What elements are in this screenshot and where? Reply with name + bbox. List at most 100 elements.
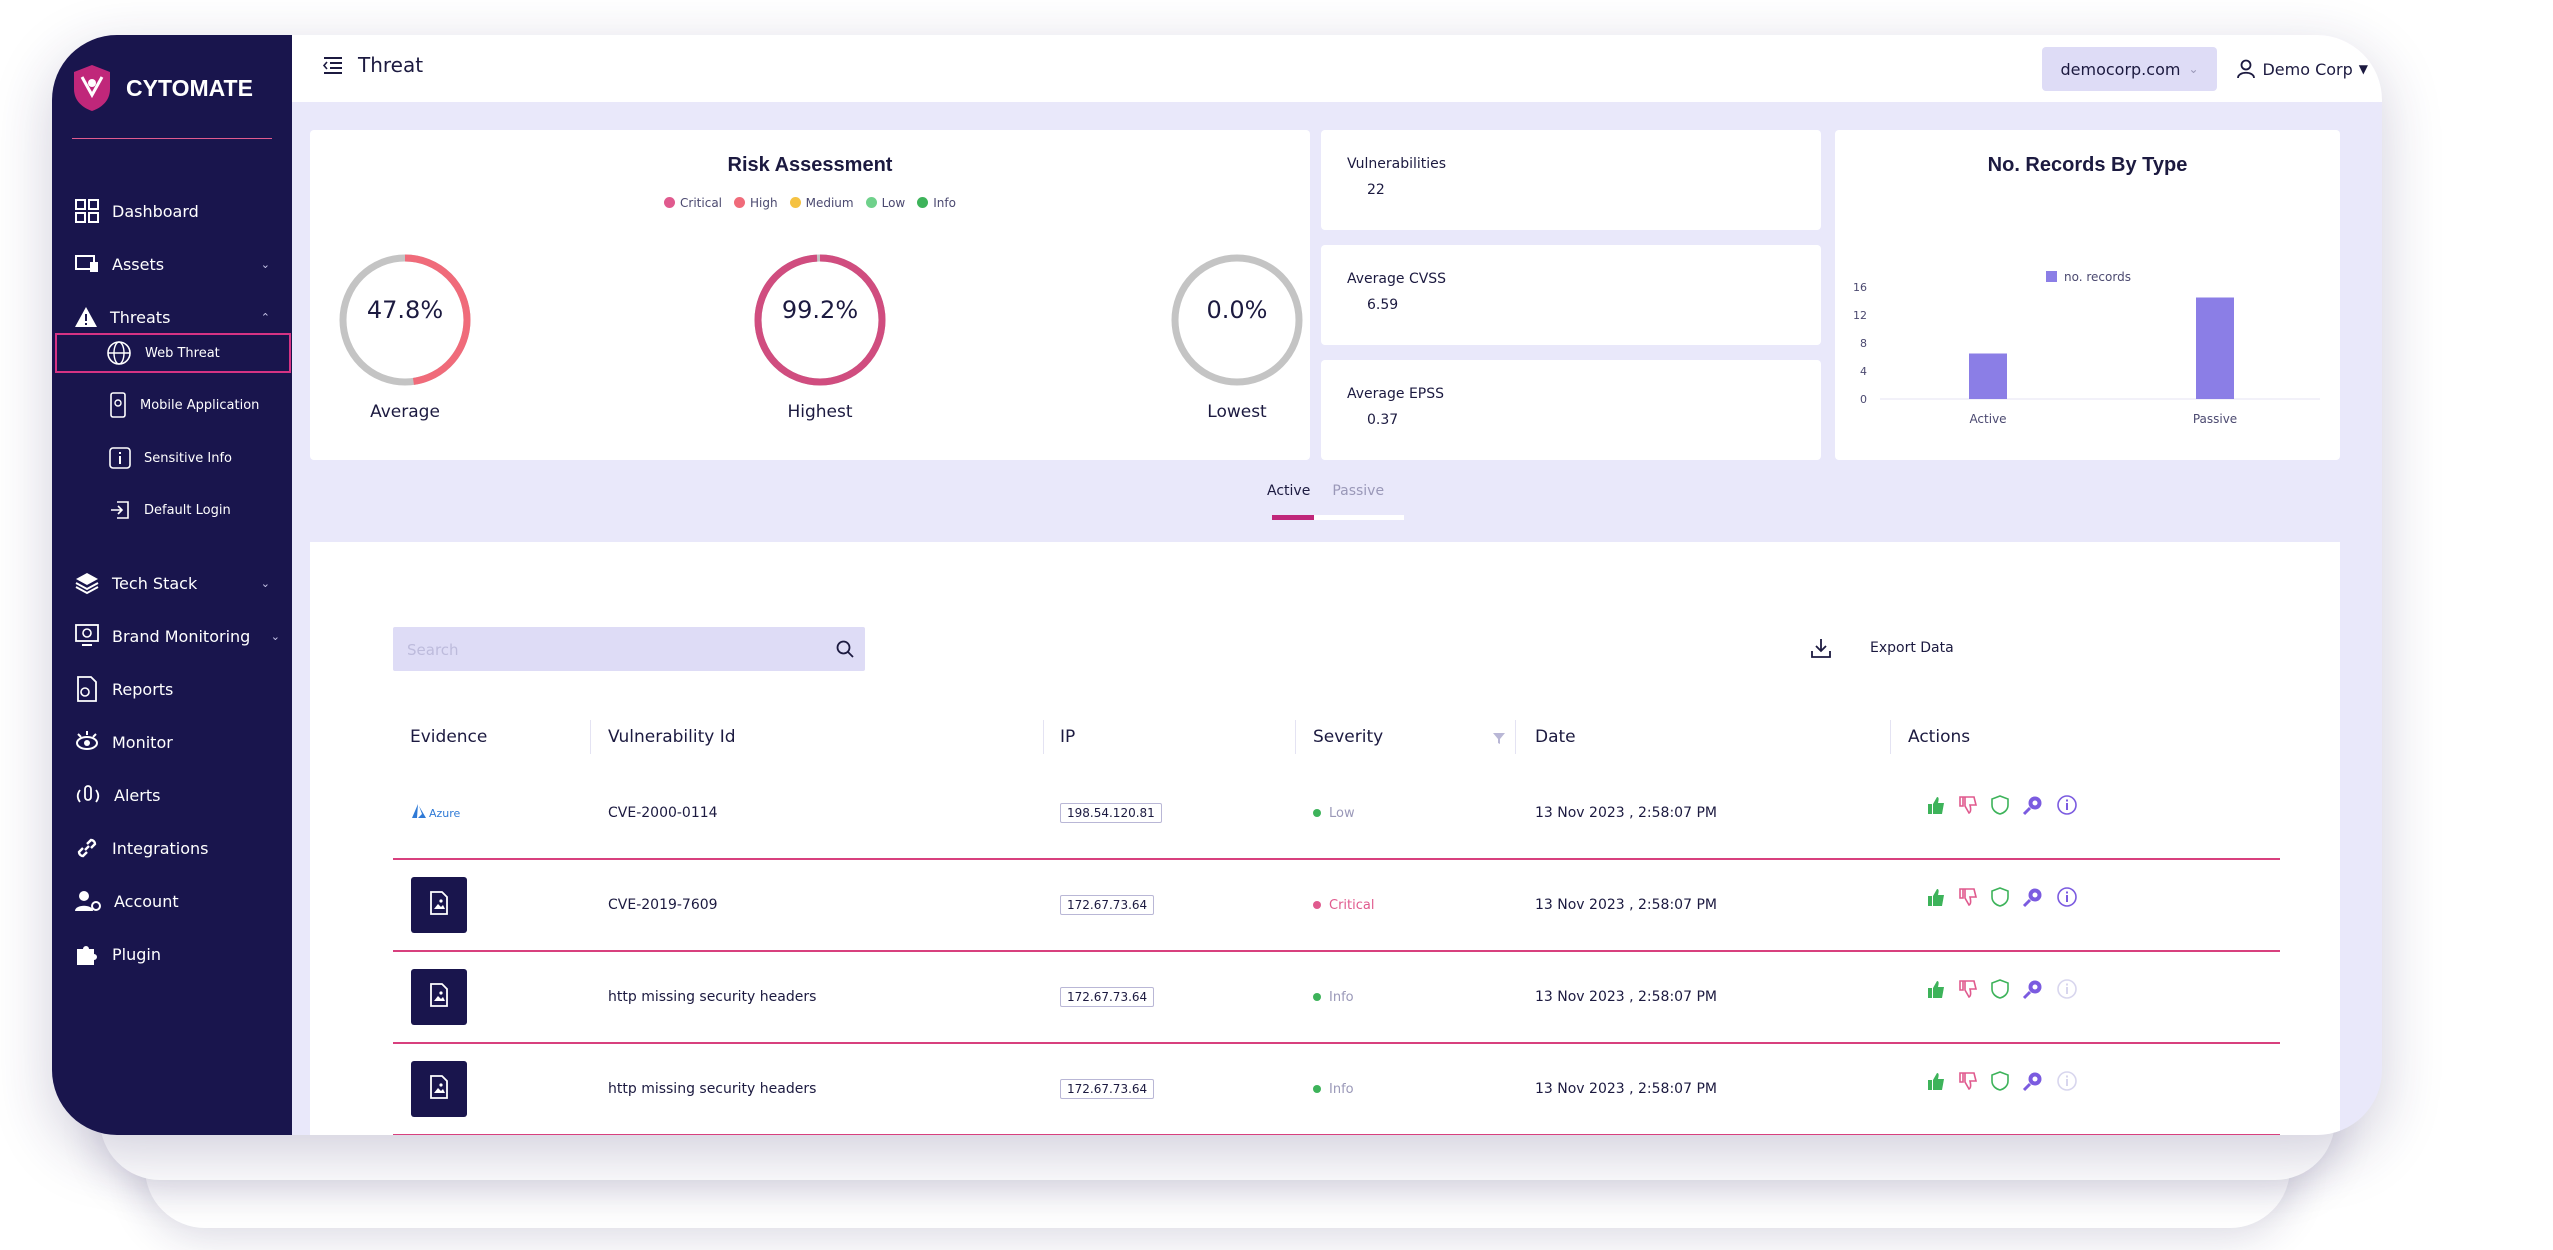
evidence-cell bbox=[411, 1044, 467, 1134]
investigate-icon[interactable] bbox=[2022, 794, 2044, 820]
shield-icon[interactable] bbox=[1990, 1071, 2010, 1095]
investigate-icon[interactable] bbox=[2022, 978, 2044, 1004]
export-data-button[interactable]: Export Data bbox=[1810, 637, 1954, 659]
gauge-arc bbox=[339, 254, 471, 386]
thumbs-up-icon[interactable] bbox=[1926, 1071, 1946, 1095]
info-icon[interactable] bbox=[2056, 886, 2078, 912]
legend-item-medium: Medium bbox=[789, 196, 854, 210]
shield-icon[interactable] bbox=[1990, 979, 2010, 1003]
stat-label: Average EPSS bbox=[1347, 386, 1445, 402]
tab-active[interactable]: Active bbox=[1267, 483, 1311, 499]
gauge-average-value: 47.8% bbox=[366, 296, 444, 324]
caret-down-icon: ▼ bbox=[2358, 62, 2368, 76]
column-header-vulnerability-id: Vulnerability Id bbox=[608, 727, 736, 747]
sidebar-item-integrations[interactable]: Integrations bbox=[74, 830, 284, 866]
sidebar-item-dashboard[interactable]: Dashboard bbox=[74, 193, 284, 229]
sidebar-divider bbox=[72, 138, 272, 139]
sidebar-item-account[interactable]: Account bbox=[74, 883, 284, 919]
stat-label: Vulnerabilities bbox=[1347, 156, 1447, 172]
sidebar-subitem-default-login[interactable]: Default Login bbox=[52, 490, 292, 530]
thumbs-up-icon[interactable] bbox=[1926, 979, 1946, 1003]
legend-label: no. records bbox=[2064, 270, 2131, 284]
column-divider bbox=[1295, 720, 1296, 754]
stat-value: 22 bbox=[1367, 182, 1385, 198]
sidebar-item-threats[interactable]: Threats ⌃ bbox=[74, 299, 284, 335]
investigate-icon[interactable] bbox=[2022, 1070, 2044, 1096]
sidebar-item-assets[interactable]: Assets ⌄ bbox=[74, 246, 284, 282]
azure-evidence-label: Azure bbox=[429, 806, 461, 820]
info-icon bbox=[108, 446, 132, 470]
image-file-icon bbox=[428, 890, 450, 920]
page-title-text: Threat bbox=[358, 53, 424, 77]
thumbs-up-icon[interactable] bbox=[1926, 795, 1946, 819]
stat-card-vulnerabilities: Vulnerabilities 22 bbox=[1321, 130, 1821, 230]
stat-card-average-epss: Average EPSS 0.37 bbox=[1321, 360, 1821, 460]
gauge-highest-label: Highest bbox=[787, 402, 853, 422]
thumbs-up-icon[interactable] bbox=[1926, 887, 1946, 911]
sidebar-item-label: Monitor bbox=[112, 732, 173, 752]
column-header-severity[interactable]: Severity bbox=[1313, 727, 1384, 747]
image-file-icon bbox=[428, 1074, 450, 1104]
ip-address: 198.54.120.81 bbox=[1060, 803, 1162, 823]
sidebar-subitem-label: Web Threat bbox=[145, 345, 220, 361]
tab-track bbox=[1272, 515, 1404, 520]
warning-icon bbox=[74, 306, 98, 328]
thumbs-down-icon[interactable] bbox=[1958, 1071, 1978, 1095]
bar-active bbox=[1969, 353, 2007, 399]
info-icon bbox=[2056, 1070, 2078, 1096]
stat-card-average-cvss: Average CVSS 6.59 bbox=[1321, 245, 1821, 345]
link-icon bbox=[74, 835, 100, 861]
shield-icon[interactable] bbox=[1990, 795, 2010, 819]
top-bar: Threat democorp.com ⌄ Demo Corp ▼ bbox=[292, 35, 2382, 102]
search-icon[interactable] bbox=[835, 639, 855, 663]
severity-label: Info bbox=[1329, 1081, 1354, 1097]
sidebar-item-monitor[interactable]: Monitor bbox=[74, 724, 284, 760]
investigate-icon[interactable] bbox=[2022, 886, 2044, 912]
sidebar-subitem-sensitive-info[interactable]: Sensitive Info bbox=[52, 438, 292, 478]
gauge-highest-value: 99.2% bbox=[781, 296, 859, 324]
sidebar-item-label: Assets bbox=[112, 254, 165, 274]
gauge-lowest: 0.0% Lowest bbox=[1167, 250, 1307, 422]
user-menu[interactable]: Demo Corp ▼ bbox=[2236, 47, 2368, 91]
brand-logo[interactable]: CYTOMATE bbox=[70, 63, 253, 113]
evidence-document-button[interactable] bbox=[411, 1061, 467, 1117]
shield-icon[interactable] bbox=[1990, 887, 2010, 911]
thumbs-down-icon[interactable] bbox=[1958, 795, 1978, 819]
thumbs-down-icon[interactable] bbox=[1958, 887, 1978, 911]
legend-item-high: High bbox=[734, 196, 778, 210]
sidebar-item-alerts[interactable]: Alerts bbox=[74, 777, 284, 813]
domain-selector[interactable]: democorp.com ⌄ bbox=[2042, 47, 2217, 91]
active-item-highlight bbox=[55, 333, 291, 373]
severity-badge: Info bbox=[1313, 1044, 1354, 1134]
sidebar-item-brand-monitoring[interactable]: Brand Monitoring ⌄ bbox=[74, 618, 284, 654]
severity-badge: Info bbox=[1313, 952, 1354, 1042]
severity-label: Low bbox=[1329, 805, 1355, 821]
sidebar-subitem-web-threat[interactable]: Web Threat bbox=[55, 333, 291, 373]
sidebar-item-tech-stack[interactable]: Tech Stack ⌄ bbox=[74, 565, 284, 601]
table-row: CVE-2019-7609 172.67.73.64 Critical 13 Nov … bbox=[393, 860, 2280, 952]
thumbs-down-icon[interactable] bbox=[1958, 979, 1978, 1003]
sidebar-item-reports[interactable]: Reports bbox=[74, 671, 284, 707]
mobile-icon bbox=[108, 391, 128, 419]
sidebar-subitem-mobile-application[interactable]: Mobile Application bbox=[52, 385, 292, 425]
severity-label: Info bbox=[1329, 989, 1354, 1005]
chevron-down-icon: ⌄ bbox=[260, 257, 270, 271]
filter-icon[interactable] bbox=[1492, 730, 1506, 749]
vulnerability-id: CVE-2019-7609 bbox=[608, 897, 718, 913]
sidebar-item-plugin[interactable]: Plugin bbox=[74, 936, 284, 972]
evidence-document-button[interactable] bbox=[411, 969, 467, 1025]
column-header-ip: IP bbox=[1060, 727, 1076, 747]
tab-passive[interactable]: Passive bbox=[1332, 483, 1385, 499]
ip-cell: 172.67.73.64 bbox=[1060, 860, 1155, 950]
severity-badge: Low bbox=[1313, 768, 1355, 858]
records-chart-title: No. Records By Type bbox=[1987, 154, 2188, 176]
evidence-document-button[interactable] bbox=[411, 877, 467, 933]
info-icon[interactable] bbox=[2056, 794, 2078, 820]
search-input[interactable] bbox=[405, 627, 809, 673]
menu-toggle-icon[interactable] bbox=[322, 56, 344, 74]
gauge-arc bbox=[754, 254, 886, 386]
sidebar-item-label: Integrations bbox=[112, 838, 209, 858]
user-icon bbox=[2236, 59, 2256, 79]
azure-evidence-logo[interactable]: Azure bbox=[411, 803, 460, 823]
ip-address: 172.67.73.64 bbox=[1060, 1079, 1155, 1099]
